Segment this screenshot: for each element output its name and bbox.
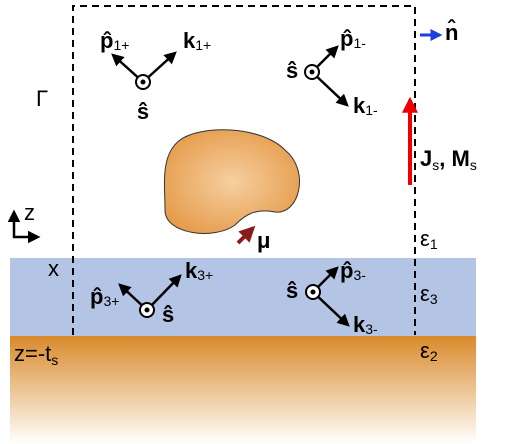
axes	[7, 209, 41, 244]
label: k1+	[183, 28, 211, 53]
label: ŝ	[162, 302, 174, 327]
label-part: 1-	[353, 35, 366, 51]
label-part: ,	[439, 146, 451, 171]
label: ε1	[420, 226, 438, 252]
dipole-arrow	[236, 225, 256, 245]
label: ŝ	[137, 99, 149, 124]
label-part: 3+	[197, 267, 213, 283]
label-part: 1-	[365, 102, 378, 118]
label-part: J	[420, 146, 432, 171]
label-part: M	[451, 146, 469, 171]
label: k3+	[185, 258, 213, 283]
label: z=-ts	[14, 341, 58, 368]
label-part: 1+	[113, 37, 129, 53]
label-part: k	[183, 28, 196, 53]
label-part: k	[353, 93, 366, 118]
label: p̂3-	[340, 258, 366, 283]
label-part: ε	[420, 226, 430, 251]
label-part: ε	[420, 281, 430, 306]
label: k1-	[353, 93, 378, 118]
label: Js, Ms	[420, 146, 477, 173]
label: p̂1-	[340, 26, 366, 51]
label-part: ε	[420, 338, 430, 363]
label: p̂1+	[100, 28, 129, 53]
label-part: k	[353, 312, 366, 337]
label-part: z=-t	[14, 341, 51, 366]
label-part: p̂	[340, 258, 353, 283]
label-part: 3+	[103, 293, 119, 309]
label: z	[24, 200, 35, 225]
layer-3	[10, 258, 476, 336]
substrate	[10, 336, 476, 444]
label-part: k	[185, 258, 198, 283]
label: ŝ	[286, 58, 298, 83]
label-part: s	[470, 157, 477, 173]
label-part: 1	[430, 236, 438, 252]
scatterer	[163, 129, 300, 234]
label-part: p̂	[90, 284, 103, 309]
label: p̂3+	[90, 284, 119, 309]
label-part: s	[51, 352, 58, 368]
label-part: 3-	[365, 321, 378, 337]
label-part: p̂	[340, 26, 353, 51]
label-part: s	[432, 157, 439, 173]
label-part: 1+	[195, 37, 211, 53]
label-part: 3-	[353, 267, 366, 283]
label-part: 2	[430, 348, 438, 364]
label: n̂	[445, 19, 458, 45]
label: x	[48, 256, 59, 281]
label: ε2	[420, 338, 438, 364]
label: μ	[257, 228, 270, 253]
label: ŝ	[286, 278, 298, 303]
label: Γ	[36, 86, 48, 111]
label: k3-	[353, 312, 378, 337]
label-part: 3	[430, 291, 438, 307]
label: ε3	[420, 281, 438, 307]
symbol-dots	[140, 69, 316, 313]
label-part: p̂	[100, 28, 113, 53]
